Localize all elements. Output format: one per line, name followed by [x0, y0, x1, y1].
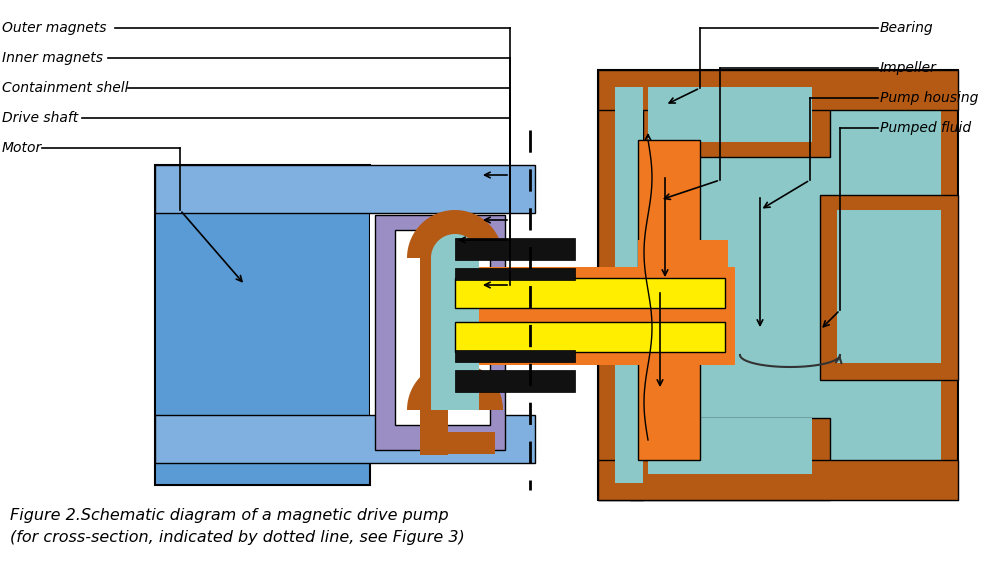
Bar [837, 210, 941, 363]
Bar [630, 418, 830, 500]
Bar [638, 240, 728, 340]
Polygon shape [407, 362, 503, 410]
Bar [455, 268, 575, 280]
Bar [455, 370, 575, 392]
Bar [615, 87, 643, 483]
Text: Impeller: Impeller [880, 61, 937, 75]
Bar [370, 210, 515, 415]
Bar [155, 165, 370, 485]
Bar [420, 232, 495, 254]
Bar [455, 278, 725, 308]
Text: Motor: Motor [2, 141, 42, 155]
Bar [455, 322, 725, 352]
Bar [375, 215, 505, 450]
Text: Outer magnets: Outer magnets [2, 21, 106, 35]
Bar [455, 350, 575, 362]
Bar [648, 418, 812, 474]
Bar [420, 432, 495, 454]
Bar [155, 165, 535, 213]
Text: Inner magnets: Inner magnets [2, 51, 103, 65]
Text: Drive shaft: Drive shaft [2, 111, 78, 125]
Polygon shape [407, 210, 503, 258]
Bar [598, 70, 958, 500]
Bar [820, 195, 958, 380]
Polygon shape [431, 386, 479, 410]
Text: Pump housing: Pump housing [880, 91, 978, 105]
Bar [455, 315, 735, 365]
Text: Containment shell: Containment shell [2, 81, 128, 95]
Text: Bearing: Bearing [880, 21, 934, 35]
Bar [420, 400, 448, 455]
Bar [455, 238, 575, 260]
Bar [598, 70, 643, 500]
Bar [455, 267, 735, 317]
Text: Pumped fluid: Pumped fluid [880, 121, 971, 135]
Polygon shape [431, 234, 479, 258]
Bar [395, 230, 490, 425]
Bar [630, 70, 830, 157]
Bar [648, 87, 812, 142]
Bar [598, 70, 958, 110]
Bar [615, 87, 941, 483]
Bar [431, 258, 479, 410]
Bar [155, 415, 535, 463]
Bar [638, 140, 700, 460]
Text: Figure 2.Schematic diagram of a magnetic drive pump
(for cross-section, indicate: Figure 2.Schematic diagram of a magnetic… [10, 508, 465, 545]
Bar [420, 232, 448, 400]
Bar [598, 460, 958, 500]
